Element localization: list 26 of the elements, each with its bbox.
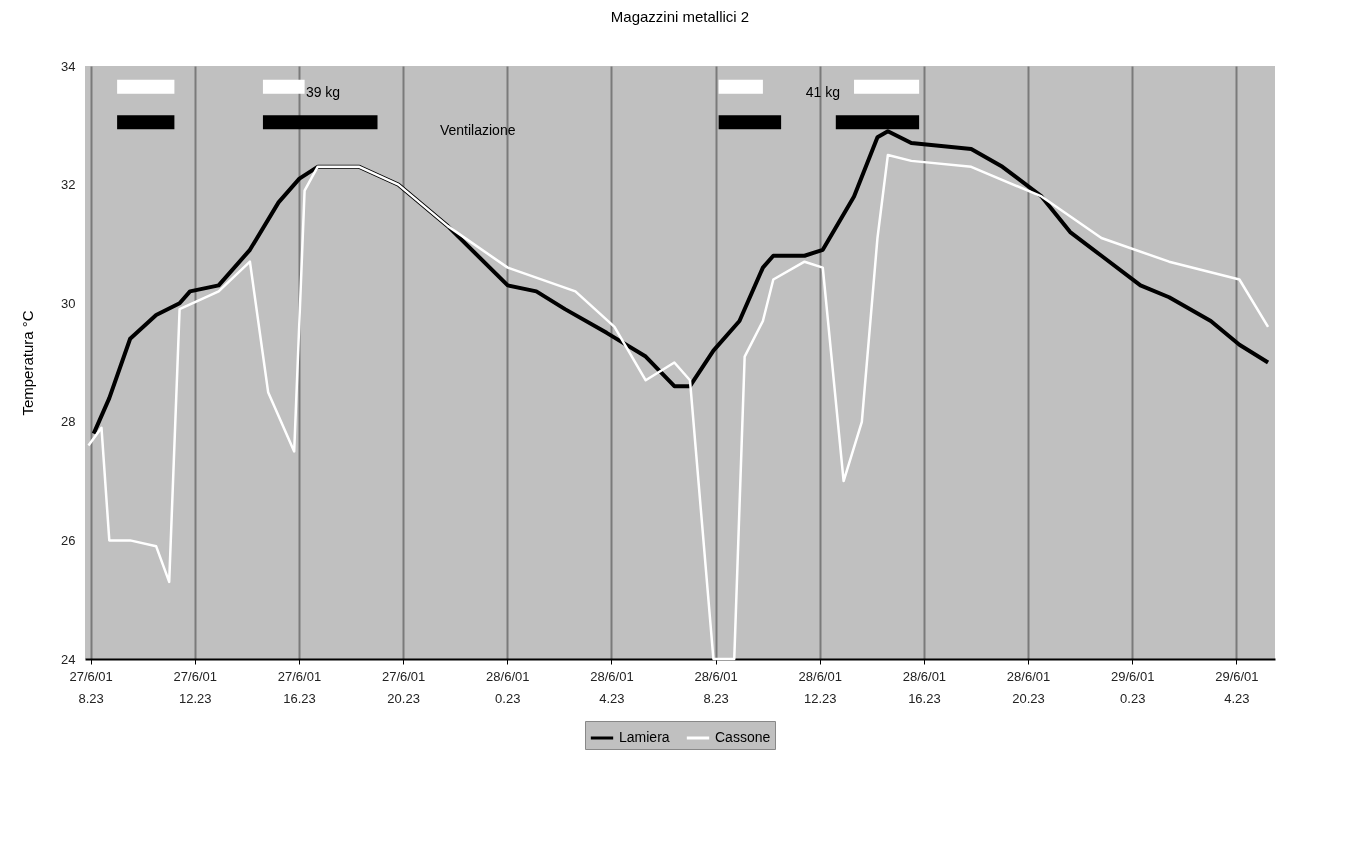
x-tick-label: 28/6/01 4.23 <box>590 668 634 706</box>
x-tick-label: 29/6/01 4.23 <box>1215 668 1259 706</box>
x-tick-label: 28/6/01 16.23 <box>902 668 947 706</box>
line-series <box>87 153 1270 661</box>
x-tick-label: 27/6/01 8.23 <box>69 668 113 706</box>
chart-title: Magazzini metallici 2 <box>610 8 750 25</box>
x-tick-label: 28/6/01 20.23 <box>1006 668 1051 706</box>
annotation: Ventilazione <box>439 122 516 139</box>
annotation: 41 kg <box>805 83 840 100</box>
x-tick-label: 28/6/01 8.23 <box>694 668 738 706</box>
legend-label: Cassone <box>715 729 771 745</box>
y-tick-label: 34 <box>61 58 76 74</box>
y-tick-label: 28 <box>61 414 76 430</box>
legend-label: Lamiera <box>619 729 670 745</box>
y-tick-label: 24 <box>61 651 76 667</box>
x-tick-label: 28/6/01 12.23 <box>798 668 842 706</box>
x-tick-label: 27/6/01 12.23 <box>173 668 217 706</box>
x-tick-label: 29/6/01 0.23 <box>1111 668 1155 706</box>
y-tick-label: 32 <box>61 177 76 193</box>
y-axis-title: Temperatura °C <box>19 310 37 416</box>
x-tick-label: 28/6/01 0.23 <box>486 668 530 706</box>
y-tick-label: 26 <box>61 532 76 548</box>
x-tick-label: 27/6/01 16.23 <box>277 668 322 706</box>
y-tick-label: 30 <box>61 295 76 311</box>
x-tick-label: 27/6/01 20.23 <box>381 668 426 706</box>
annotation: 39 kg <box>305 83 341 100</box>
